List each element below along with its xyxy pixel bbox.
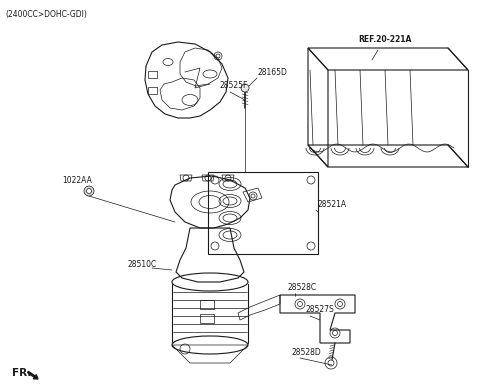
Text: FR.: FR.	[12, 368, 31, 378]
Text: 28165D: 28165D	[257, 68, 287, 77]
Text: 28527S: 28527S	[305, 305, 334, 314]
FancyArrow shape	[27, 371, 38, 379]
Circle shape	[86, 189, 92, 193]
Text: REF.20-221A: REF.20-221A	[358, 35, 411, 44]
Circle shape	[241, 84, 249, 92]
Text: 28521A: 28521A	[318, 200, 347, 209]
Text: (2400CC>DOHC-GDI): (2400CC>DOHC-GDI)	[5, 10, 87, 19]
Text: 28510C: 28510C	[128, 260, 157, 269]
Text: 28525F: 28525F	[220, 81, 248, 90]
Text: 28528C: 28528C	[288, 283, 317, 292]
Text: 28528D: 28528D	[292, 348, 322, 357]
Text: 1022AA: 1022AA	[62, 176, 92, 185]
Circle shape	[84, 186, 94, 196]
